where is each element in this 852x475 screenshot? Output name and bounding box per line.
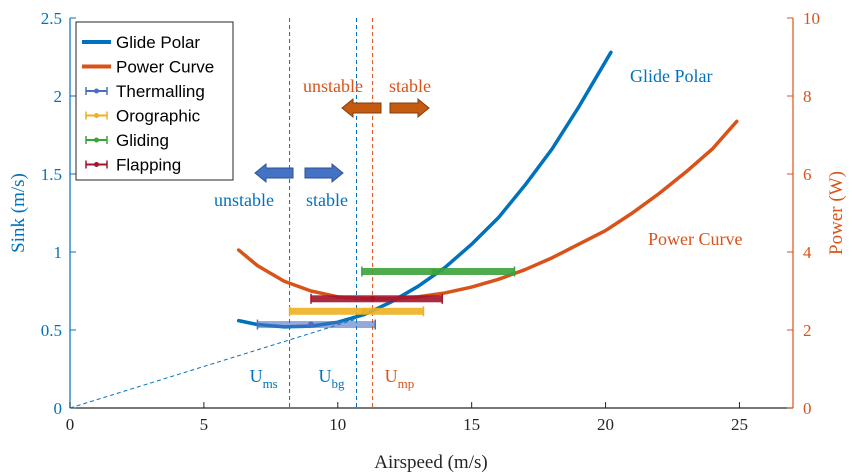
flight-ranges bbox=[256, 266, 516, 330]
y-right-tick-label: 4 bbox=[803, 243, 812, 262]
y-right-tick-label: 10 bbox=[803, 9, 820, 28]
x-tick-label: 25 bbox=[731, 415, 748, 434]
y-axis-left-label: Sink (m/s) bbox=[8, 173, 29, 253]
legend-glide-polar-label: Glide Polar bbox=[116, 33, 200, 52]
y-right-tick-label: 2 bbox=[803, 321, 812, 340]
y-right-tick-label: 0 bbox=[803, 399, 812, 418]
range-thermalling-bar bbox=[257, 321, 376, 329]
range-orographic-marker bbox=[361, 308, 368, 315]
ticks: 0 5 10 15 20 25 0 0.5 1 1.5 2 2.5 0 2 4 6 8 10 bbox=[41, 9, 820, 434]
vline-label-mp: Ump bbox=[385, 366, 415, 391]
range-orographic-bar bbox=[289, 307, 424, 315]
legend-thermalling-marker bbox=[94, 88, 99, 94]
arrow-left-blue bbox=[254, 162, 294, 184]
x-tick-label: 10 bbox=[329, 415, 346, 434]
vline-label-ms: Ums bbox=[250, 366, 278, 391]
stability-blue: unstable stable bbox=[214, 162, 348, 210]
x-axis-label: Airspeed (m/s) bbox=[374, 452, 487, 473]
axes bbox=[69, 18, 794, 409]
legend-thermalling-label: Thermalling bbox=[116, 82, 205, 101]
stability-orange: unstable stable bbox=[303, 76, 431, 119]
stable-orange-label: stable bbox=[389, 76, 431, 96]
y-left-tick-label: 1.5 bbox=[41, 165, 62, 184]
arrow-right-orange bbox=[389, 97, 430, 119]
legend-flapping-label: Flapping bbox=[116, 156, 181, 175]
arrow-right-blue bbox=[304, 162, 344, 184]
stable-blue-label: stable bbox=[306, 190, 348, 210]
reference-lines: Ums Ubg Ump bbox=[69, 18, 415, 409]
unstable-blue-label: unstable bbox=[214, 190, 274, 210]
y-left-tick-label: 2 bbox=[54, 87, 63, 106]
unstable-orange-label: unstable bbox=[303, 76, 363, 96]
power-curve-annotation: Power Curve bbox=[648, 229, 742, 249]
range-flapping-bar bbox=[311, 295, 443, 303]
y-right-tick-label: 6 bbox=[803, 165, 812, 184]
legend-power-curve-label: Power Curve bbox=[116, 58, 214, 77]
legend-flapping-marker bbox=[94, 162, 99, 167]
glide-polar-annotation: Glide Polar bbox=[630, 66, 713, 86]
arrow-left-orange bbox=[341, 97, 382, 119]
range-gliding-bar bbox=[361, 268, 515, 275]
legend-gliding-label: Gliding bbox=[116, 131, 169, 150]
legend-gliding-marker bbox=[94, 137, 99, 143]
y-right-tick-label: 8 bbox=[803, 87, 812, 106]
x-tick-label: 0 bbox=[66, 415, 75, 434]
y-left-tick-label: 2.5 bbox=[41, 9, 62, 28]
y-left-tick-label: 0 bbox=[54, 399, 63, 418]
vline-label-bg: Ubg bbox=[319, 366, 346, 391]
legend-box bbox=[75, 21, 234, 181]
x-tick-label: 5 bbox=[200, 415, 209, 434]
range-gliding-marker bbox=[431, 268, 438, 275]
legend-orographic-label: Orographic bbox=[116, 107, 201, 126]
x-tick-label: 20 bbox=[597, 415, 614, 434]
series-power-curve bbox=[236, 119, 739, 301]
range-flapping-marker bbox=[369, 295, 376, 302]
y-left-tick-label: 1 bbox=[54, 243, 63, 262]
range-thermalling-marker bbox=[308, 321, 314, 328]
y-axis-right-label: Power (W) bbox=[826, 171, 847, 255]
x-tick-label: 15 bbox=[463, 415, 480, 434]
legend: Glide Polar Power Curve Thermalling Orograp… bbox=[75, 21, 234, 181]
y-left-tick-label: 0.5 bbox=[41, 321, 62, 340]
tangent-line bbox=[69, 318, 357, 409]
legend-orographic-marker bbox=[94, 113, 99, 118]
